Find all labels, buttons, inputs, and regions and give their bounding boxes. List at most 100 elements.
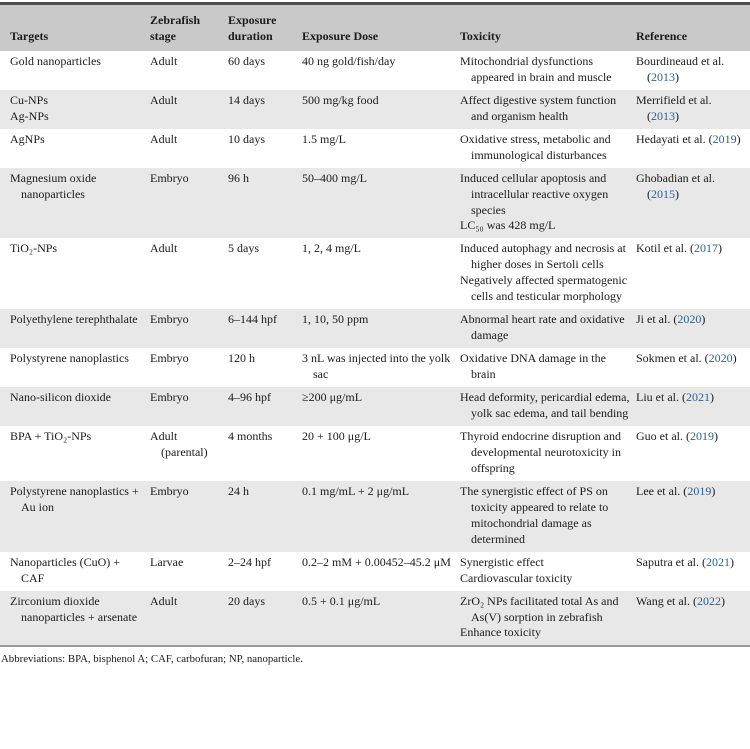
cell-text: Embryo [150, 351, 189, 366]
cell-text: Magnesium oxide nanoparticles [10, 170, 97, 201]
reference-close-paren: ) [701, 312, 706, 327]
cell-stage: Adult [150, 90, 228, 129]
reference-close-paren: ) [675, 69, 679, 84]
reference-year-link[interactable]: 2020 [708, 351, 733, 366]
cell-text: Affect digestive system function and org… [460, 92, 617, 123]
reference-year-link[interactable]: 2019 [712, 131, 737, 146]
reference-year-link[interactable]: 2019 [687, 483, 712, 498]
cell-stage: Larvae [150, 552, 228, 591]
cell-text: 500 mg/kg food [302, 92, 379, 107]
cell-text: Adult (parental) [150, 428, 208, 459]
reference-year-link[interactable]: 2022 [697, 593, 722, 608]
cell-stage: Embryo [150, 481, 228, 552]
cell-dose: 20 + 100 μg/L [302, 426, 460, 481]
reference-text: Liu et al. (2021) [636, 390, 744, 406]
cell-targets: Nano-silicon dioxide [0, 387, 150, 426]
reference-text: Lee et al. (2019) [636, 484, 744, 500]
reference-year-link[interactable]: 2015 [651, 186, 675, 201]
cell-duration: 4–96 hpf [228, 387, 302, 426]
reference-year-link[interactable]: 2021 [705, 554, 730, 569]
table-row: Cu-NPs Ag-NPs Adult 14 days 500 mg/kg food Af… [0, 89, 750, 129]
reference-year-link[interactable]: 2013 [651, 108, 675, 123]
reference-year-link[interactable]: 2017 [693, 241, 718, 256]
cell-text: 0.2–2 mM + 0.00452–45.2 μM [302, 554, 451, 569]
cell-toxicity: Induced autophagy and necrosis at higher… [460, 238, 636, 309]
cell-text: 10 days [228, 131, 265, 146]
cell-reference: Hedayati et al. (2019) [636, 129, 750, 168]
reference-close-paren: ) [729, 554, 734, 569]
cell-text: 20 days [228, 593, 265, 608]
cell-toxicity: Abnormal heart rate and oxidative damage [460, 309, 636, 348]
cell-dose: 1.5 mg/L [302, 129, 460, 168]
table-row: Magnesium oxide nanoparticles Embryo 96 h 5… [0, 167, 750, 239]
cell-text: 5 days [228, 241, 259, 256]
cell-reference: Ghobadian et al. (2015) [636, 168, 750, 239]
table-row: Nanoparticles (CuO) + CAF Larvae 2–24 hpf 0… [0, 552, 750, 591]
cell-stage: Embryo [150, 168, 228, 239]
cell-dose: 1, 10, 50 ppm [302, 309, 460, 348]
cell-duration: 96 h [228, 168, 302, 239]
cell-stage: Adult [150, 129, 228, 168]
reference-year-link[interactable]: 2013 [651, 69, 675, 84]
reference-author: Sokmen et al. ( [636, 351, 709, 366]
cell-text: 2–24 hpf [228, 554, 271, 569]
cell-text: Thyroid endocrine disruption and develop… [460, 428, 621, 475]
cell-text: Induced autophagy and necrosis at higher… [460, 241, 626, 272]
cell-targets: AgNPs [0, 129, 150, 168]
cell-text: Embryo [150, 312, 189, 327]
cell-reference: Merrifield et al. (2013) [636, 90, 750, 129]
cell-text: 14 days [228, 92, 265, 107]
cell-toxicity: Oxidative DNA damage in the brain [460, 348, 636, 387]
reference-author: Merrifield et al. ( [636, 92, 712, 123]
cell-text: Gold nanoparticles [10, 53, 101, 68]
cell-toxicity: Thyroid endocrine disruption and develop… [460, 426, 636, 481]
column-header-toxicity: Toxicity [460, 3, 636, 51]
cell-text: Mitochondrial dysfunctions appeared in b… [460, 53, 612, 84]
cell-text: 60 days [228, 53, 265, 68]
cell-text: Embryo [150, 390, 189, 405]
cell-duration: 6–144 hpf [228, 309, 302, 348]
cell-targets: Nanoparticles (CuO) + CAF [0, 552, 150, 591]
reference-year-link[interactable]: 2020 [677, 312, 702, 327]
cell-text: Adult [150, 131, 178, 146]
cell-text: Adult [150, 92, 178, 107]
cell-toxicity: Mitochondrial dysfunctions appeared in b… [460, 51, 636, 90]
cell-duration: 5 days [228, 238, 302, 309]
cell-text: 24 h [228, 483, 249, 498]
cell-text: 1, 2, 4 mg/L [302, 241, 361, 256]
cell-dose: 0.5 + 0.1 μg/mL [302, 591, 460, 647]
cell-text: Abnormal heart rate and oxidative damage [460, 312, 625, 343]
cell-text: 96 h [228, 170, 249, 185]
cell-text: The synergistic effect of PS on toxicity… [460, 483, 609, 546]
reference-author: Liu et al. ( [636, 390, 686, 405]
reference-text: Ghobadian et al. (2015) [636, 171, 744, 203]
reference-close-paren: ) [717, 241, 722, 256]
reference-author: Bourdineaud et al. ( [636, 53, 725, 84]
reference-text: Ji et al. (2020) [636, 312, 744, 328]
cell-dose: 0.1 mg/mL + 2 μg/mL [302, 481, 460, 552]
reference-text: Sokmen et al. (2020) [636, 351, 744, 367]
cell-targets: Cu-NPs Ag-NPs [0, 90, 150, 129]
reference-close-paren: ) [732, 351, 737, 366]
reference-author: Ji et al. ( [636, 312, 678, 327]
cell-dose: 50–400 mg/L [302, 168, 460, 239]
reference-close-paren: ) [736, 131, 741, 146]
cell-text: Head deformity, pericardial edema, yolk … [460, 390, 630, 421]
cell-text: 4 months [228, 428, 273, 443]
cell-text: Oxidative DNA damage in the brain [460, 351, 606, 382]
reference-year-link[interactable]: 2019 [689, 428, 714, 443]
cell-toxicity: ZrO₂ NPs facilitated total As and As(V) … [460, 591, 636, 647]
table-row: Polyethylene terephthalate Embryo 6–144 hp… [0, 309, 750, 349]
cell-text: Induced cellular apoptosis and intracell… [460, 170, 609, 217]
reference-text: Saputra et al. (2021) [636, 555, 744, 571]
cell-duration: 20 days [228, 591, 302, 647]
abbreviations-footnote: Abbreviations: BPA, bisphenol A; CAF, ca… [1, 653, 303, 666]
cell-dose: 40 ng gold/fish/day [302, 51, 460, 90]
cell-toxicity: Head deformity, pericardial edema, yolk … [460, 387, 636, 426]
cell-reference: Sokmen et al. (2020) [636, 348, 750, 387]
cell-duration: 120 h [228, 348, 302, 387]
column-header-targets: Targets [0, 3, 150, 51]
cell-dose: 1, 2, 4 mg/L [302, 238, 460, 309]
reference-year-link[interactable]: 2021 [685, 390, 710, 405]
